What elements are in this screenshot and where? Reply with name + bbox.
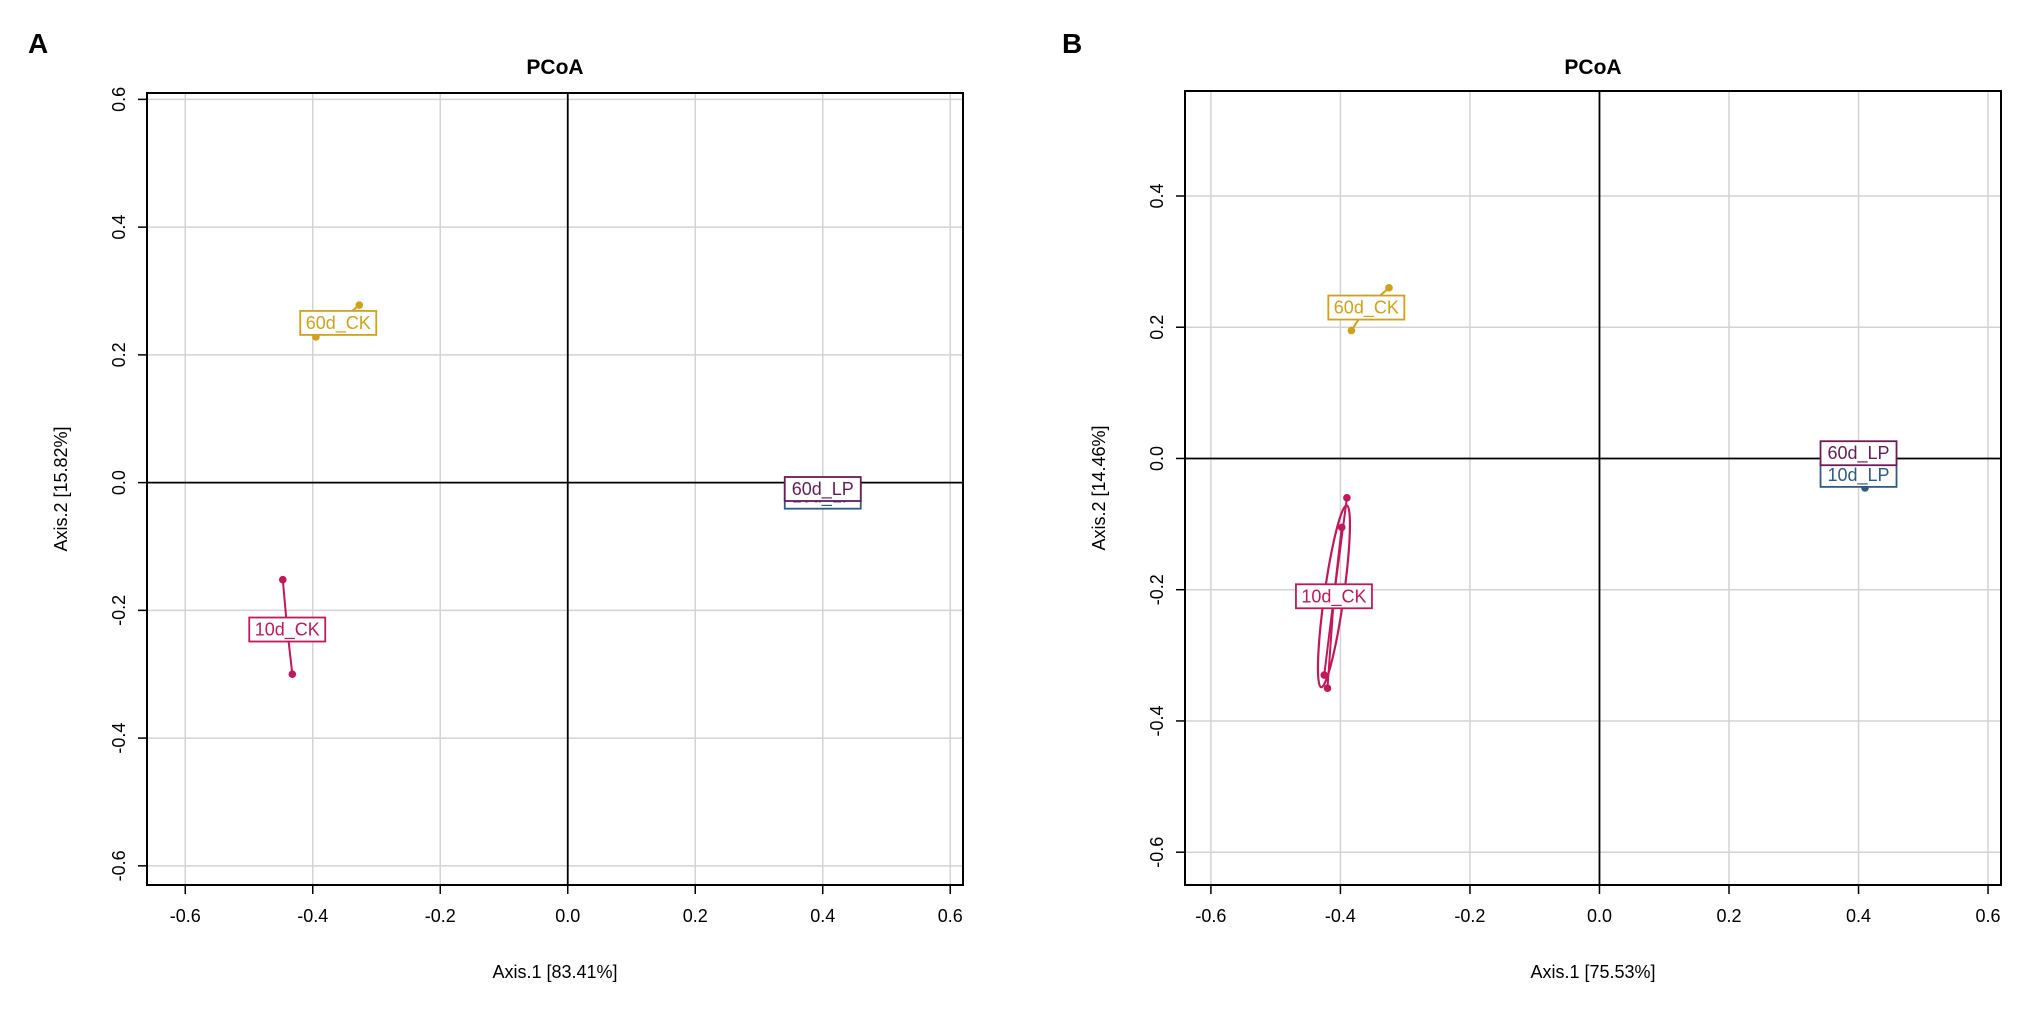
chart-b-10d-ck-label: 10d_CK: [1301, 586, 1366, 607]
chart-a-xtick-label-3: 0.0: [555, 906, 580, 926]
chart-b-ytick-label-4: 0.2: [1147, 315, 1167, 340]
chart-a-ytick-label-3: 0.0: [109, 470, 129, 495]
chart-a-ytick-label-4: 0.2: [109, 342, 129, 367]
chart-b-10d-ck-point-2: [1337, 523, 1346, 532]
chart-b-xtick-label-4: 0.2: [1716, 906, 1741, 926]
chart-b-10d-ck-spider-3: [1323, 596, 1335, 676]
chart-b-60d-ck-label: 60d_CK: [1334, 298, 1399, 319]
chart-b-ytick-label-5: 0.4: [1147, 183, 1167, 208]
chart-b-10d-ck-point-1: [1323, 684, 1332, 692]
chart-b-ytick-label-3: 0.0: [1147, 446, 1167, 471]
chart-b-xtick-label-0: -0.6: [1195, 906, 1226, 926]
chart-b-10d-ck-point-0: [1343, 494, 1351, 502]
chart-a-xtick-label-0: -0.6: [170, 906, 201, 926]
chart-b-60d-ck-point-0: [1347, 326, 1356, 335]
chart-b-xlabel: Axis.1 [75.53%]: [1530, 962, 1655, 982]
chart-b-xtick-label-1: -0.4: [1325, 906, 1356, 926]
chart-a-60d-lp-label: 60d_LP: [792, 479, 854, 500]
chart-a-title: PCoA: [526, 56, 583, 79]
chart-b-60d-lp-label-box: [1819, 440, 1898, 467]
chart-a-ytick-label-2: -0.2: [109, 595, 129, 626]
chart-a-10d-ck-point-1: [288, 670, 297, 679]
pcoa-chart-b: -0.6 -0.4 -0.2 0.0 0.2 0.4 0.6 -0.6 -0.4 -0.2 0.0 0…: [1089, 56, 2002, 982]
chart-b-60d-ck-point-1: [1385, 284, 1393, 292]
chart-a-ylabel: Axis.2 [15.82%]: [51, 426, 71, 551]
chart-b-ytick-label-0: -0.6: [1147, 837, 1167, 868]
chart-b-ytick-label-1: -0.4: [1147, 705, 1167, 736]
chart-b-xtick-label-5: 0.4: [1846, 906, 1871, 926]
chart-b-10d-lp-label: 10d_LP: [1827, 465, 1889, 486]
chart-a-10d-ck-label-box: [248, 616, 327, 643]
chart-b-ylabel: Axis.2 [14.46%]: [1089, 425, 1109, 550]
chart-b-10d-ck-point-3: [1320, 671, 1329, 679]
chart-b-60d-lp-label: 60d_LP: [1827, 443, 1889, 464]
chart-a-60d-ck-label-box: [299, 310, 378, 336]
chart-a-xlabel: Axis.1 [83.41%]: [492, 962, 617, 982]
chart-a-xtick-label-5: 0.4: [810, 906, 835, 926]
chart-b-xtick-label-6: 0.6: [1976, 906, 2001, 926]
chart-b-plot-frame: [1184, 90, 2002, 886]
chart-a-xtick-label-6: 0.6: [938, 906, 963, 926]
chart-b-60d-ck-label-box: [1327, 294, 1406, 321]
chart-a-ytick-label-6: 0.6: [109, 87, 129, 112]
chart-a-60d-ck-label: 60d_CK: [306, 313, 371, 334]
chart-b-10d-ck-label-box: [1295, 583, 1373, 610]
chart-a-ytick-label-1: -0.4: [109, 723, 129, 754]
chart-a-xtick-label-1: -0.4: [297, 906, 328, 926]
pcoa-chart-a: -0.6 -0.4 -0.2 0.0 0.2 0.4 0.6 -0.6 -0.4 -0.2 0.0 0…: [51, 56, 964, 982]
chart-a-10d-ck-label: 10d_CK: [255, 620, 320, 641]
chart-b-title: PCoA: [1564, 56, 1621, 79]
chart-a-ytick-label-5: 0.4: [109, 215, 129, 240]
panel-letter-a: A: [28, 28, 49, 59]
chart-b-xtick-label-2: -0.2: [1454, 906, 1485, 926]
chart-b-xtick-label-3: 0.0: [1587, 906, 1612, 926]
chart-a-10d-ck-point-0: [278, 575, 287, 584]
chart-a-xtick-label-2: -0.2: [425, 906, 456, 926]
chart-a-xtick-label-4: 0.2: [683, 906, 708, 926]
panel-letter-b: B: [1062, 28, 1083, 59]
chart-a-60d-ck-point-1: [355, 301, 364, 309]
chart-a-plot-frame: [146, 92, 964, 886]
chart-a-ytick-label-0: -0.6: [109, 850, 129, 881]
chart-b-ytick-label-2: -0.2: [1147, 574, 1167, 605]
chart-b-10d-lp-label-box: [1819, 461, 1898, 488]
chart-a-60d-lp-label-box: [783, 476, 862, 502]
